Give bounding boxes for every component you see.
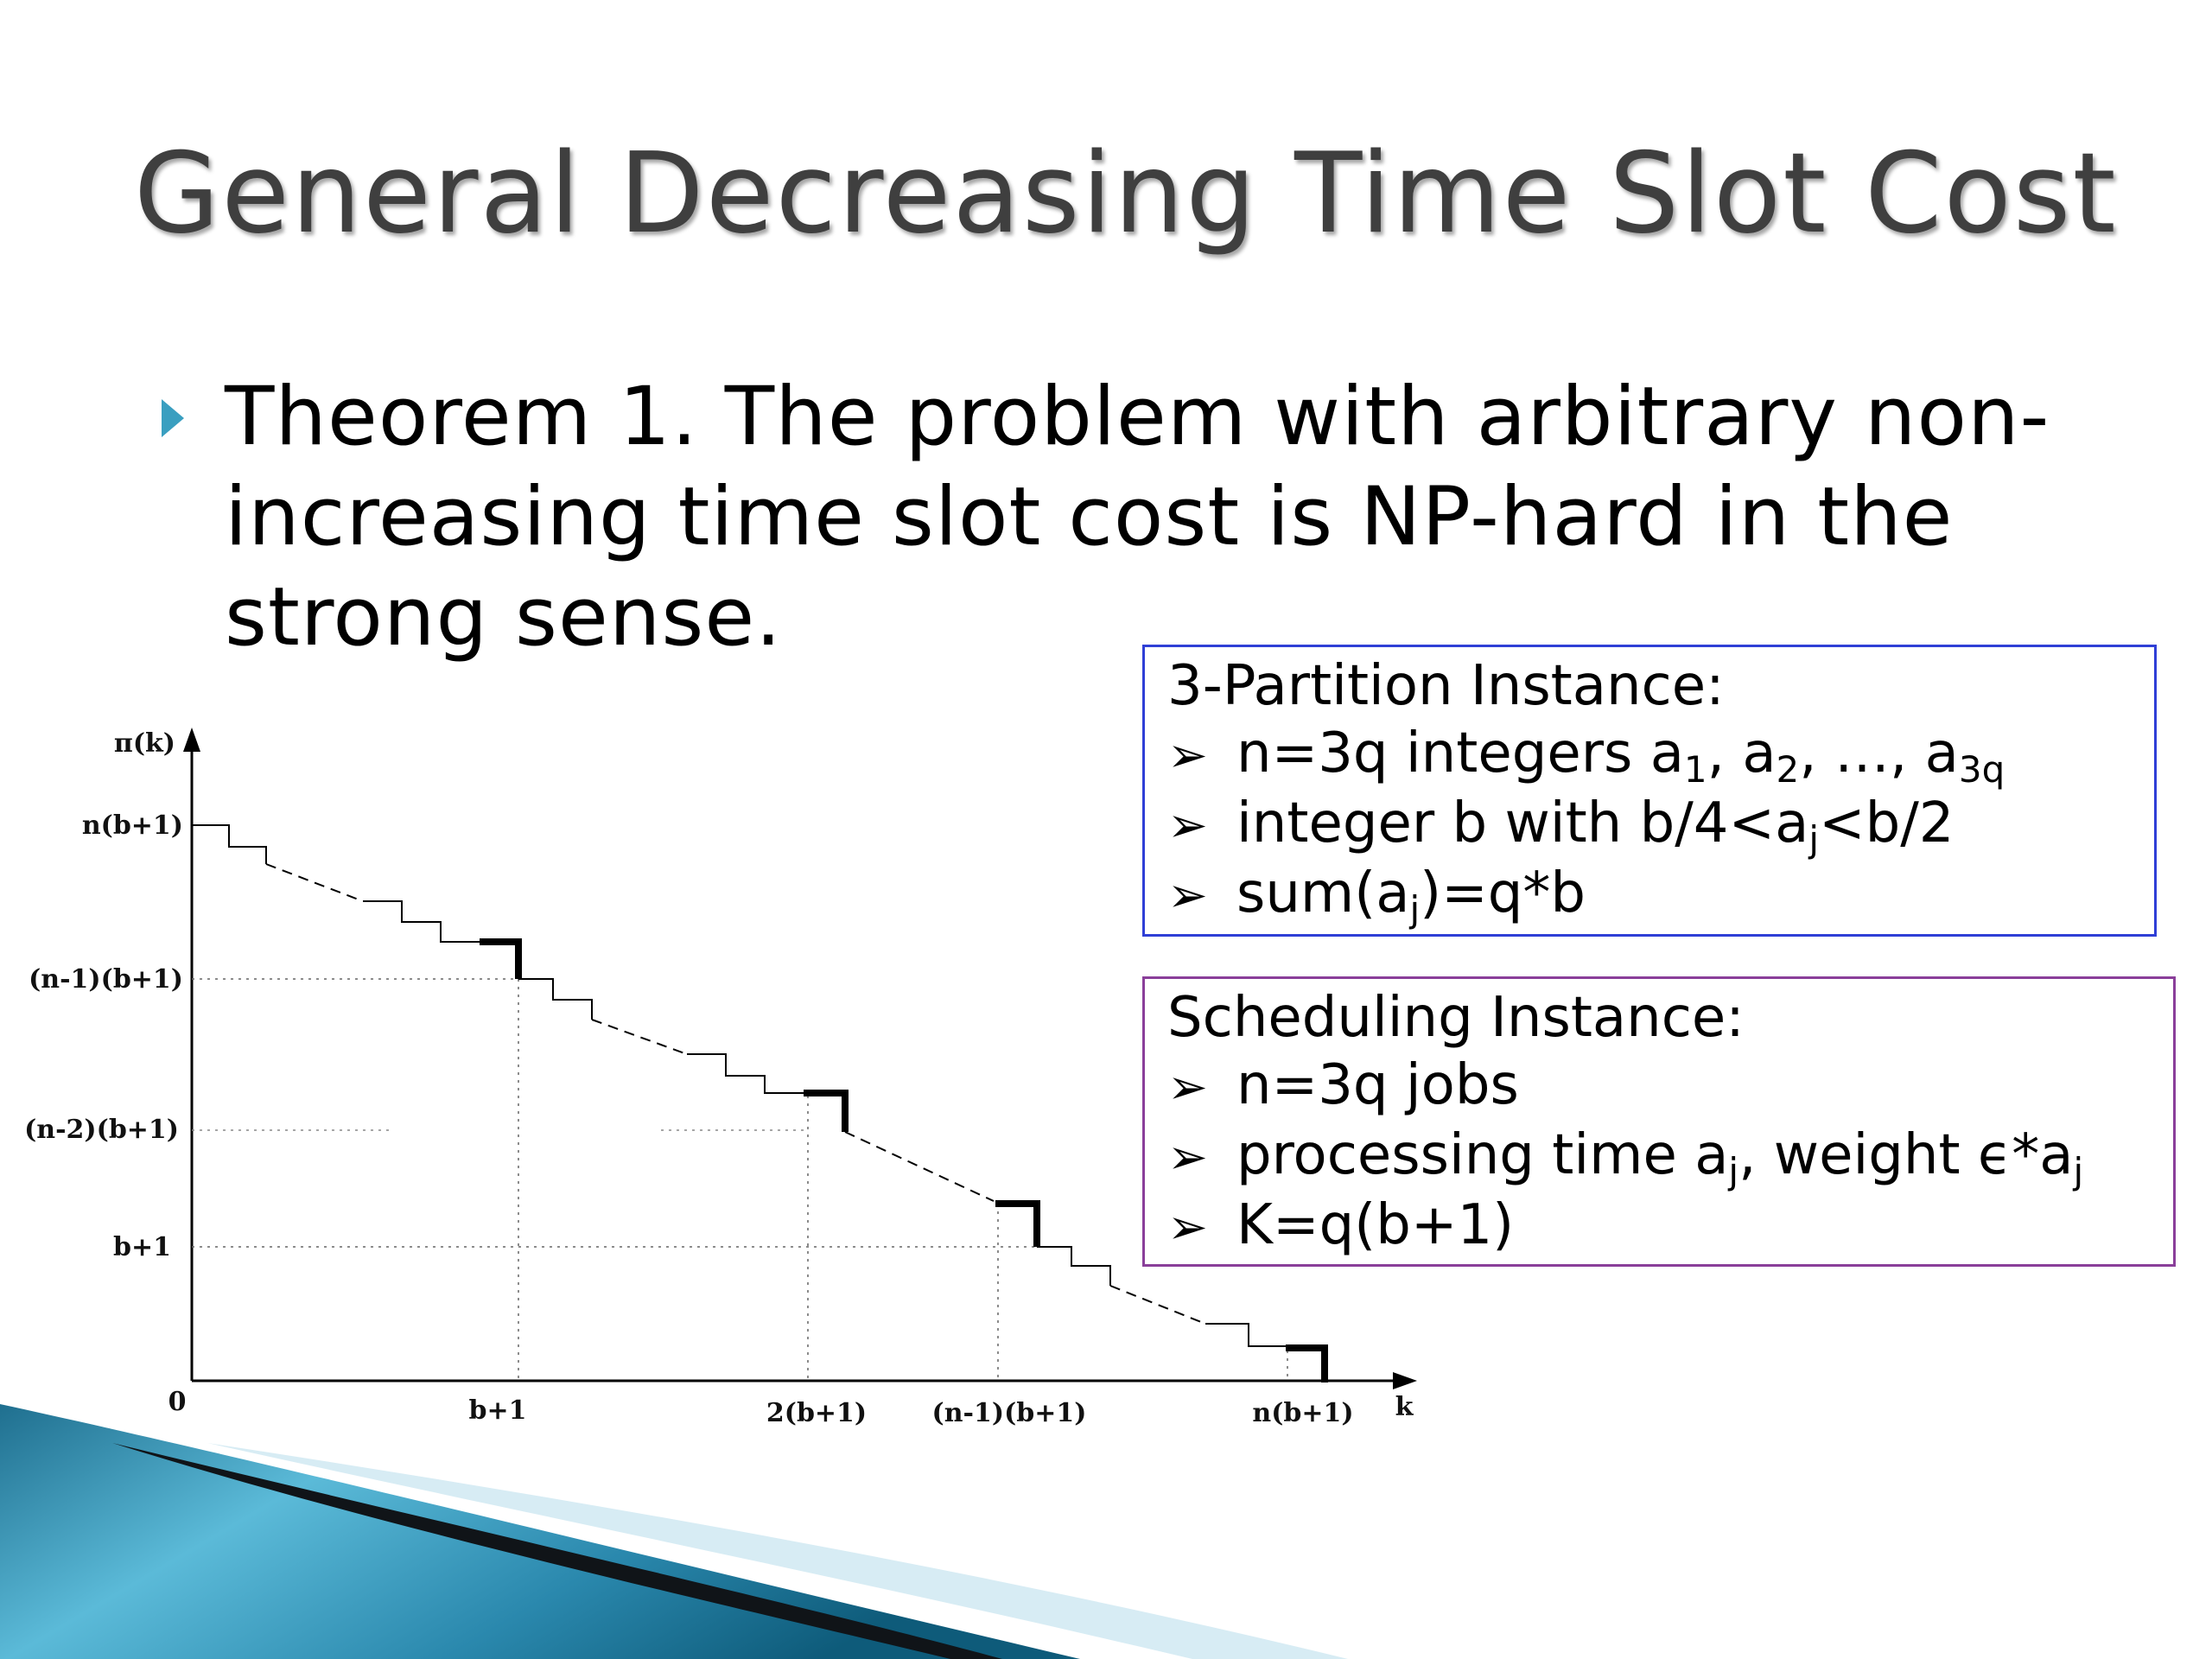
y-tick-label: b+1 (113, 1232, 171, 1262)
scheduling-instance-box: Scheduling Instance: ➢ n=3q jobs ➢ proce… (1142, 976, 2176, 1267)
x-tick-label: 2(b+1) (766, 1398, 867, 1428)
slide-title: General Decreasing Time Slot Cost (134, 130, 2118, 258)
list-item: ➢ n=3q integers a1, a2, …, a3q (1167, 721, 2005, 791)
y-tick-label: n(b+1) (82, 810, 183, 841)
x-axis-label: k (1395, 1392, 1414, 1422)
list-item: ➢ integer b with b/4<aj<b/2 (1167, 791, 1955, 861)
chevron-arrow-icon: ➢ (1167, 1129, 1208, 1185)
chevron-arrow-icon: ➢ (1167, 798, 1208, 854)
list-item: ➢ K=q(b+1) (1167, 1192, 2151, 1262)
y-axis-arrow (183, 728, 200, 752)
partition-heading: 3-Partition Instance: (1167, 654, 1725, 718)
chevron-arrow-icon: ➢ (1167, 1199, 1208, 1255)
staircase-segment (518, 978, 593, 1020)
x-tick-label: (n-1)(b+1) (932, 1398, 1087, 1428)
bold-drop (804, 1090, 849, 1132)
staircase-segment (363, 900, 480, 943)
staircase-dashed (844, 1131, 995, 1202)
partition-instance-box: 3-Partition Instance: ➢ n=3q integers a1… (1142, 645, 2157, 937)
x-tick-label: n(b+1) (1252, 1398, 1353, 1428)
staircase-segment (1205, 1323, 1286, 1347)
list-item: ➢ processing time aj, weight ϵ*aj (1167, 1123, 2084, 1192)
list-item: ➢ sum(aj)=q*b (1167, 861, 1586, 931)
staircase-segment (192, 824, 267, 864)
triangle-bullet-icon (162, 399, 184, 437)
origin-label: 0 (168, 1387, 187, 1417)
y-axis-label: π(k) (114, 728, 175, 759)
chevron-arrow-icon: ➢ (1167, 728, 1208, 784)
chevron-arrow-icon: ➢ (1167, 868, 1208, 924)
theorem-text: Theorem 1. The problem with arbitrary no… (225, 370, 2050, 664)
list-item: ➢ n=3q jobs (1167, 1052, 2151, 1122)
sched-heading: Scheduling Instance: (1167, 986, 1745, 1050)
staircase-segment (1037, 1246, 1111, 1286)
x-tick-label: b+1 (469, 1395, 527, 1426)
x-axis-arrow (1393, 1372, 1417, 1389)
staircase-dashed (1109, 1285, 1206, 1325)
bold-drop (995, 1200, 1040, 1247)
staircase-dashed (265, 863, 364, 902)
y-tick-label: (n-2)(b+1) (24, 1115, 179, 1145)
staircase-dashed (591, 1019, 688, 1055)
bold-drop (1286, 1344, 1328, 1382)
chevron-arrow-icon: ➢ (1167, 1059, 1208, 1116)
staircase-segment (687, 1053, 804, 1094)
bold-drop (480, 938, 522, 979)
y-tick-label: (n-1)(b+1) (29, 964, 183, 995)
